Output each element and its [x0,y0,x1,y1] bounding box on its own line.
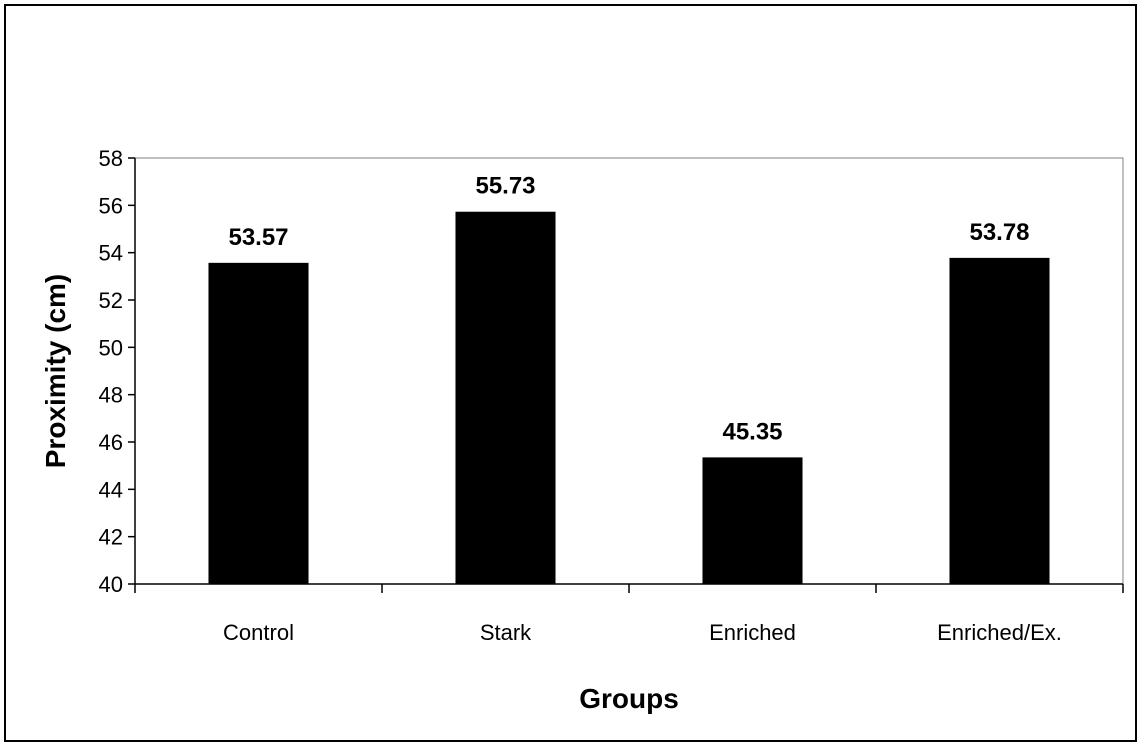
bar-value-label: 45.35 [722,418,782,445]
bar [208,262,309,584]
bar-value-label: 55.73 [475,173,535,200]
x-axis-title: Groups [579,683,679,714]
x-tick-label: Enriched/Ex. [937,620,1062,645]
y-tick-label: 52 [99,288,123,313]
y-tick-label: 58 [99,146,123,171]
data-labels-group: 53.57 55.73 45.35 53.78 [228,173,1029,446]
chart-frame [4,4,1137,742]
x-axis: Control Stark Enriched Enriched/Ex. [134,583,1124,645]
y-tick-label: 50 [99,335,123,360]
x-tick-label: Control [223,620,294,645]
y-tick-label: 46 [99,430,123,455]
bar [702,457,803,584]
x-tick-label: Stark [480,620,532,645]
bar [455,211,556,584]
y-tick-label: 48 [99,383,123,408]
bar-value-label: 53.57 [228,224,288,251]
y-tick-label: 42 [99,525,123,550]
x-tick-label: Enriched [709,620,796,645]
y-tick-label: 54 [99,241,123,266]
y-tick-label: 56 [99,193,123,218]
y-axis: 40 42 44 46 48 50 52 54 56 58 [99,146,136,597]
y-tick-label: 40 [99,572,123,597]
y-axis-title: Proximity (cm) [40,274,71,469]
bars-group [208,211,1050,584]
y-tick-label: 44 [99,477,123,502]
bar-value-label: 53.78 [969,219,1029,246]
bar [949,257,1050,584]
